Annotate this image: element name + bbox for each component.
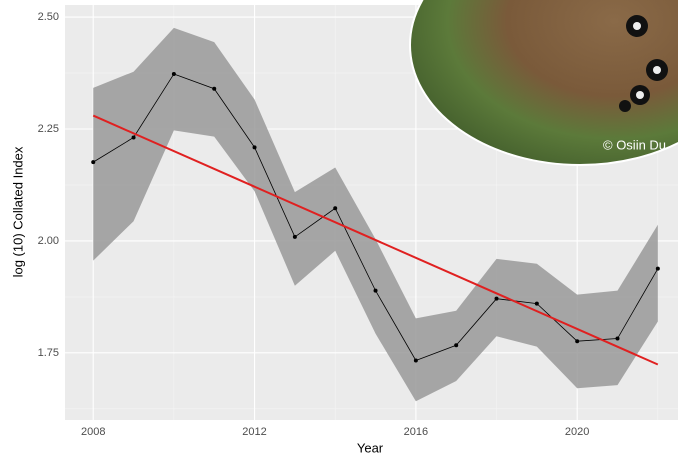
index-point — [212, 86, 217, 91]
eyespot — [633, 22, 641, 30]
photo-credit: © Osiin Du — [603, 137, 666, 152]
y-tick-label: 2.50 — [38, 11, 59, 23]
index-point — [373, 288, 378, 293]
x-axis-title: Year — [357, 440, 384, 455]
index-point — [171, 71, 176, 76]
index-point — [333, 206, 338, 211]
index-point — [534, 301, 539, 306]
eyespot — [636, 91, 644, 99]
photo-image — [409, 0, 678, 166]
x-tick-label: 2016 — [404, 426, 428, 438]
index-point — [292, 234, 297, 239]
index-point — [454, 343, 459, 348]
y-tick-label: 1.75 — [38, 347, 59, 359]
index-point — [575, 339, 580, 344]
index-point — [131, 135, 136, 140]
trend-line — [92, 114, 659, 366]
index-point — [91, 160, 96, 165]
index-point — [494, 296, 499, 301]
x-tick-label: 2020 — [565, 426, 589, 438]
index-point — [252, 145, 257, 150]
x-tick-label: 2008 — [81, 426, 105, 438]
photo: © Osiin Du — [409, 0, 678, 166]
y-tick-label: 2.00 — [38, 235, 59, 247]
eyespot — [619, 100, 631, 112]
index-point — [615, 336, 620, 341]
y-axis-title: log (10) Collated Index — [10, 146, 25, 277]
index-point — [655, 266, 660, 271]
index-point — [413, 358, 418, 363]
confidence-band — [93, 27, 658, 402]
y-tick-label: 2.25 — [38, 123, 59, 135]
eyespot — [653, 66, 661, 74]
x-tick-label: 2012 — [242, 426, 266, 438]
